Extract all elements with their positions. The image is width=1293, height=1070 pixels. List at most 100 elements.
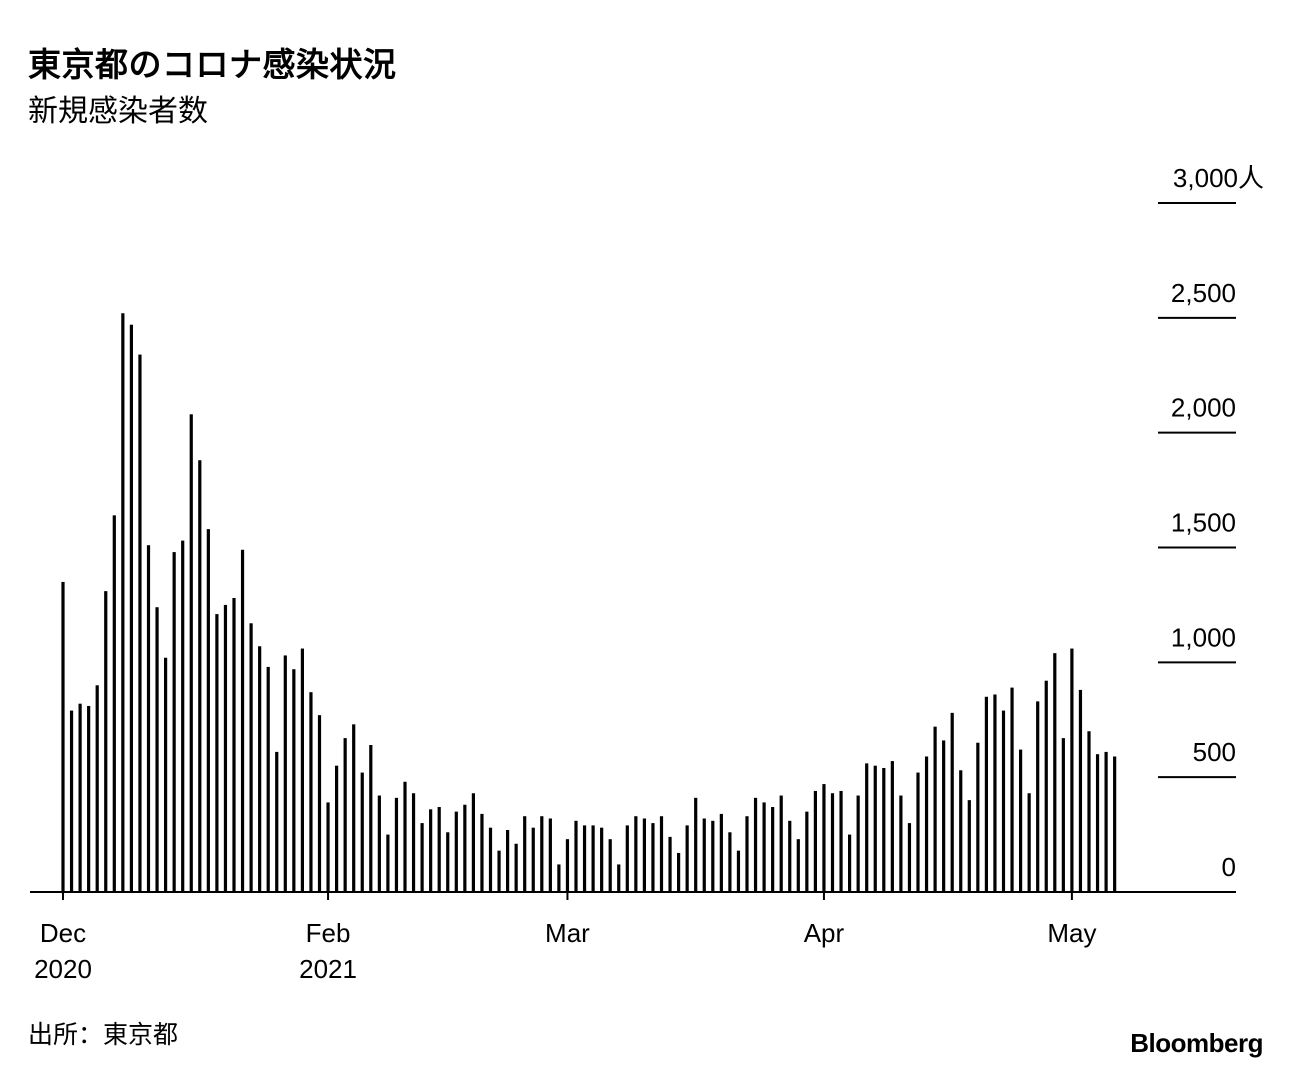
y-axis-labels: 0 500 1,000 1,500 2,000 2,500 3,000人 [1171, 163, 1264, 882]
bar [813, 790, 817, 892]
bar [796, 839, 800, 892]
bar [967, 800, 971, 892]
bar [164, 657, 168, 892]
bar [924, 756, 929, 892]
bar [155, 607, 159, 892]
bar [531, 827, 535, 892]
x-tick-year-label: 2021 [299, 954, 357, 984]
x-tick-label: Dec [40, 918, 86, 948]
bar [403, 781, 407, 892]
bar [523, 816, 527, 892]
bar [1001, 710, 1006, 892]
bar [309, 692, 313, 892]
bar [736, 850, 741, 892]
bar [360, 772, 364, 892]
bar [984, 696, 988, 892]
bar [1113, 756, 1117, 892]
bar [335, 765, 339, 892]
bar [514, 843, 518, 892]
bar [223, 604, 228, 892]
y-tick-label: 0 [1222, 852, 1236, 882]
y-tick-label: 3,000人 [1173, 163, 1264, 193]
bar [215, 614, 219, 892]
bar [61, 581, 65, 892]
bar [1019, 749, 1023, 892]
bar [181, 540, 185, 892]
bar [240, 549, 245, 892]
bar [728, 832, 732, 892]
bar [129, 324, 133, 892]
bar [420, 823, 424, 892]
chart-title: 東京都のコロナ感染状況 [28, 45, 397, 84]
bar [104, 591, 108, 892]
bar [822, 784, 826, 892]
bar [463, 804, 467, 892]
bar [890, 761, 894, 892]
bars [61, 313, 1117, 893]
bar [1061, 738, 1065, 892]
bar [326, 802, 330, 892]
bar [437, 807, 441, 892]
bar [625, 825, 629, 892]
bar [942, 740, 946, 892]
bar [651, 823, 655, 892]
bar [856, 795, 860, 892]
y-tick-label: 1,000 [1171, 622, 1236, 652]
bar [172, 552, 176, 892]
bar [565, 839, 570, 892]
bar [1027, 793, 1031, 892]
bar [488, 827, 493, 892]
bar [848, 834, 852, 892]
bar [694, 797, 698, 892]
bar [668, 836, 672, 892]
bar [865, 763, 869, 892]
bar [317, 715, 322, 892]
bar [702, 818, 706, 892]
bar [343, 738, 347, 892]
bar [779, 795, 783, 892]
y-tick-label: 2,000 [1171, 393, 1236, 423]
bar [446, 832, 450, 892]
bar [600, 827, 604, 892]
bar [1087, 731, 1091, 892]
bar [266, 666, 270, 892]
bar [1053, 653, 1057, 892]
x-tick-label: Apr [804, 918, 845, 948]
bar [762, 802, 766, 892]
bar [788, 820, 792, 892]
bar [1070, 648, 1074, 892]
bar [454, 811, 458, 892]
bar [232, 598, 236, 892]
bar [506, 829, 510, 892]
bar [950, 712, 954, 892]
y-tick-label: 2,500 [1171, 278, 1236, 308]
bar [711, 820, 715, 892]
bar [394, 797, 399, 892]
bar [540, 816, 544, 892]
bar [471, 793, 475, 892]
bar [352, 724, 356, 892]
bar [959, 770, 963, 892]
bar [121, 313, 125, 892]
bar [1036, 701, 1040, 892]
bar [771, 807, 775, 892]
bar [677, 852, 681, 892]
bloomberg-logo: Bloomberg [1130, 1028, 1263, 1058]
bar [1078, 689, 1083, 892]
bar [753, 797, 758, 892]
bar [1104, 751, 1108, 892]
bar [548, 818, 552, 892]
bar [830, 793, 835, 892]
bar [146, 545, 151, 892]
bar [582, 825, 587, 892]
x-tick-label: Mar [545, 918, 590, 948]
bar [642, 818, 646, 892]
bar [386, 834, 390, 892]
bar [685, 825, 689, 892]
bar [719, 813, 723, 892]
bar [189, 414, 193, 892]
bar [283, 655, 287, 892]
bar [275, 751, 279, 892]
bar [976, 742, 980, 892]
